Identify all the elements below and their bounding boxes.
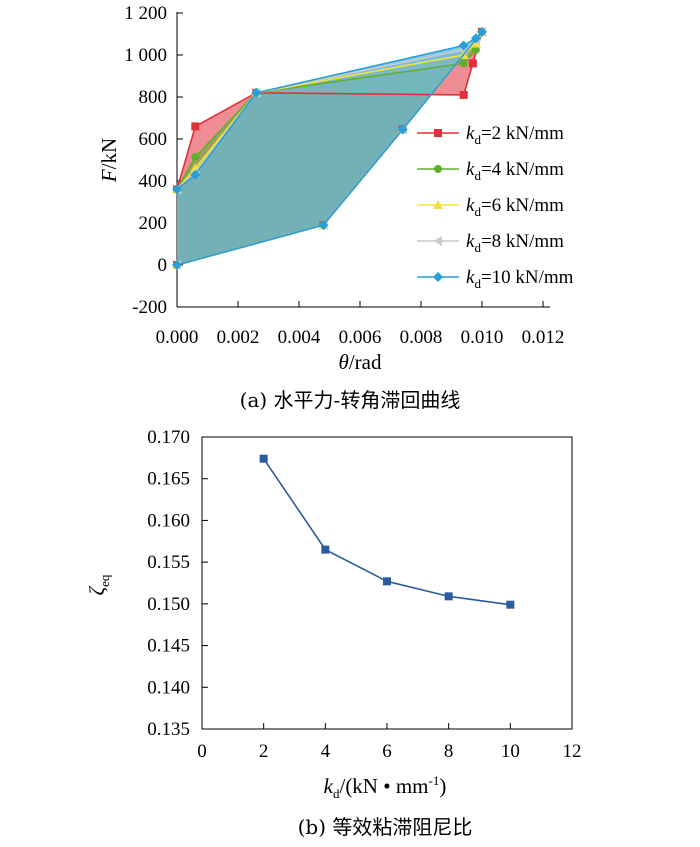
x-tick-label: 4 <box>321 741 331 762</box>
y-tick-label: 0.165 <box>147 469 190 490</box>
damping-ratio-chart: 0 2 4 6 8 10 12 0.135 0.140 0.145 0.150 0.155 0.160 0… <box>85 427 582 839</box>
legend-marker <box>433 272 443 282</box>
y-tick-label: 1 000 <box>124 45 167 66</box>
y-tick-label: 0.155 <box>147 552 190 573</box>
data-point <box>172 184 182 195</box>
x-tick-label: 0.004 <box>278 327 321 348</box>
data-point <box>190 169 201 180</box>
data-point <box>444 592 453 601</box>
legend-marker <box>434 129 442 137</box>
data-point <box>191 122 200 131</box>
caption-a: (a) 水平力-转角滞回曲线 <box>240 388 461 412</box>
y-tick-label: 0.135 <box>147 719 190 740</box>
y-tick-label: 0.170 <box>147 427 190 448</box>
x-tick-label: 0.010 <box>461 327 504 348</box>
data-point <box>191 152 200 161</box>
legend-marker <box>434 165 442 173</box>
y-tick-label: 600 <box>139 129 168 150</box>
hysteresis-chart: 0.000 0.002 0.004 0.006 0.008 0.010 0.012 -200 0… <box>97 3 574 412</box>
y-tick-label: 0.160 <box>147 510 190 531</box>
x-tick-label: 0.000 <box>156 327 199 348</box>
loop-fill <box>177 31 482 266</box>
y-tick-label: 0.145 <box>147 636 190 657</box>
x-tick-label: 0.008 <box>400 327 443 348</box>
data-point <box>470 33 481 44</box>
legend-label: kd=8 kN/mm <box>466 231 564 255</box>
data-point <box>251 87 262 98</box>
x-tick-label: 0.012 <box>522 327 565 348</box>
data-point <box>459 90 468 99</box>
data-point <box>172 260 182 270</box>
x-tick-label: 2 <box>259 741 269 762</box>
y-tick-label: 400 <box>139 171 168 192</box>
legend-label: kd=2 kN/mm <box>466 123 564 147</box>
x-tick-label: 12 <box>563 741 582 762</box>
data-point <box>321 545 330 554</box>
x-tick-label: 0.006 <box>339 327 382 348</box>
data-point <box>459 59 468 68</box>
x-tick-label: 0 <box>197 741 207 762</box>
legend-label: kd=6 kN/mm <box>466 195 564 219</box>
legend-label: kd=10 kN/mm <box>466 267 574 291</box>
legend-label: kd=4 kN/mm <box>466 159 564 183</box>
x-axis-label: θ/rad <box>339 350 382 374</box>
data-point <box>383 577 391 586</box>
legend-marker <box>433 200 443 209</box>
caption-b: (b) 等效粘滞阻尼比 <box>298 815 473 839</box>
data-point <box>506 600 515 609</box>
data-point <box>318 220 329 231</box>
y-axis-label: F/kN <box>97 138 121 183</box>
data-point <box>471 45 480 54</box>
x-axis-label: kd/(kN • mm-1) <box>324 773 447 801</box>
legend-marker <box>433 236 442 246</box>
y-axis-label: ζeq <box>85 574 112 595</box>
data-point <box>397 124 408 135</box>
data-point <box>468 59 477 68</box>
y-tick-label: 800 <box>139 87 168 108</box>
legend: kd=2 kN/mm kd=4 kN/mm kd=6 kN/mm kd=8 kN/mm… <box>417 123 574 291</box>
x-tick-label: 0.002 <box>217 327 260 348</box>
data-point <box>477 26 487 37</box>
data-point <box>259 454 268 463</box>
y-tick-label: 0.140 <box>147 677 190 698</box>
y-tick-label: -200 <box>132 297 167 318</box>
y-tick-label: 0 <box>158 255 168 276</box>
data-point <box>458 40 469 51</box>
x-tick-label: 6 <box>382 741 392 762</box>
y-tick-label: 0.150 <box>147 594 190 615</box>
x-tick-label: 10 <box>501 741 520 762</box>
y-tick-label: 200 <box>139 213 168 234</box>
y-tick-label: 1 200 <box>124 3 167 24</box>
x-tick-label: 8 <box>444 741 454 762</box>
